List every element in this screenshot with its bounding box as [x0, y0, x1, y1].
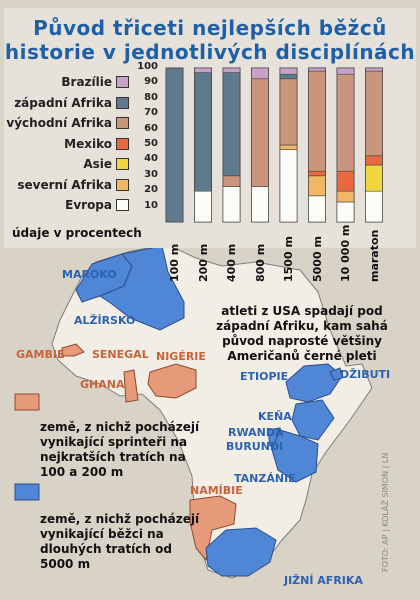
photo-credit: FOTO: AP | KOLÁŽ SIMON | LN	[381, 452, 390, 572]
y-tick-label: 70	[144, 107, 158, 119]
bar-segment	[336, 67, 355, 75]
bar-segment	[194, 190, 212, 223]
y-tick-label: 80	[144, 91, 158, 103]
bar-segment	[165, 67, 184, 223]
bar-segment	[251, 186, 269, 223]
legend-label: východní Afrika	[6, 116, 112, 130]
label-gambie: GAMBIE	[16, 348, 65, 361]
bar-segment	[279, 78, 298, 146]
bar-segment	[336, 170, 355, 192]
y-tick-label: 60	[144, 122, 158, 134]
legend-swatch	[116, 96, 129, 109]
label-rwanda: RWANDA	[228, 426, 284, 439]
label-namibie: NAMÍBIE	[190, 484, 243, 497]
legend-label: Mexiko	[64, 136, 112, 151]
bar-segment	[365, 190, 383, 223]
map-note: atleti z USA spadají pod západní Afriku,…	[216, 304, 388, 363]
legend-label: Asie	[83, 157, 112, 171]
legend-swatch	[116, 199, 129, 211]
x-tick-label: 200 m	[196, 243, 210, 282]
y-tick-label: 90	[144, 76, 158, 88]
bar-segment	[308, 67, 326, 72]
bar-segment	[308, 70, 326, 172]
y-tick-label: 30	[144, 168, 158, 180]
tanzania-region	[271, 429, 319, 483]
label-tanzanie: TANZÁNIE	[234, 472, 296, 485]
bar-segment	[194, 72, 212, 192]
x-tick-label: 5000 m	[310, 236, 324, 282]
label-senegal: SENEGAL	[92, 348, 149, 361]
sprinter-key-swatch	[14, 393, 40, 411]
y-tick-label: 40	[144, 153, 158, 165]
legend-swatch	[116, 76, 129, 88]
bar-segment	[279, 144, 298, 150]
bar-segment	[336, 73, 355, 172]
ghana-region	[123, 369, 139, 403]
bar-segment	[222, 186, 241, 223]
bar-segment	[279, 67, 298, 75]
bar-segment	[365, 70, 383, 157]
bar-segment	[308, 170, 326, 177]
ethiopia-region	[285, 363, 343, 403]
x-tick-label: maraton	[367, 229, 381, 282]
legend-swatch	[116, 178, 129, 191]
x-tick-label: 400 m	[225, 243, 238, 282]
label-ghana: GHANA	[80, 378, 125, 391]
x-tick-label: 10 000 m	[339, 224, 352, 282]
legend-label: severní Afrika	[17, 177, 112, 192]
chart-title-line-2: historie v jednotlivých disciplínách	[4, 40, 416, 64]
legend-swatch	[116, 158, 129, 170]
bar-segment	[365, 164, 383, 192]
y-tick-label: 50	[144, 138, 158, 149]
y-tick-label: 10	[144, 199, 158, 211]
x-tick-label: 100 m	[168, 243, 181, 282]
bar-segment	[308, 195, 326, 223]
algeria-region	[98, 245, 185, 331]
y-tick-label: 100	[137, 61, 158, 72]
label-maroko: MAROKO	[62, 268, 117, 281]
label-nigerie: NIGÉRIE	[156, 350, 206, 363]
south-africa-region	[205, 527, 277, 577]
chart-title-line-1: Původ třiceti nejlepších běžců	[33, 16, 387, 40]
bar-segment	[308, 175, 326, 197]
bar-segment	[336, 201, 355, 223]
bar-segment	[222, 72, 241, 177]
bar-segment	[251, 67, 269, 80]
legend-swatch	[116, 137, 129, 150]
label-etiopie: ETIOPIE	[240, 370, 289, 383]
y-tick-label: 20	[144, 184, 158, 196]
bar-segment	[194, 67, 212, 73]
distance-key-swatch	[14, 483, 40, 501]
bar-segment	[251, 78, 269, 187]
x-tick-label: 1500 m	[282, 236, 295, 282]
distance-key-text: země, z nichž pocházejí vynikající běžci…	[40, 512, 200, 571]
x-tick-label: 800 m	[253, 243, 267, 282]
label-dzibuti: DŽIBUTI	[340, 368, 391, 381]
namibia-region	[189, 495, 237, 562]
kenya-region	[291, 399, 335, 441]
bar-segment	[279, 149, 298, 223]
bar-segment	[279, 73, 298, 80]
gambia-region	[61, 343, 85, 357]
legend-label: západní Afrika	[14, 95, 112, 110]
djibouti-region	[329, 367, 343, 381]
label-alzirsko: ALŽÍRSKO	[74, 314, 136, 327]
bar-segment	[365, 67, 383, 72]
bar-segment	[365, 155, 383, 166]
legend-swatch	[116, 117, 129, 129]
units-note: údaje v procentech	[12, 226, 142, 240]
label-burundi: BURUNDI	[226, 440, 284, 453]
bar-segment	[336, 190, 355, 203]
bar-segment	[222, 175, 241, 187]
sprinter-key-text: země, z nichž pocházejí vynikající sprin…	[40, 420, 200, 479]
legend-label: Evropa	[65, 198, 112, 212]
label-kena: KEŇA	[258, 410, 292, 423]
label-jizni-afrika: JIŽNÍ AFRIKA	[284, 574, 363, 587]
legend-label: Brazílie	[61, 75, 112, 89]
bar-segment	[222, 67, 241, 73]
nigeria-region	[147, 363, 197, 399]
